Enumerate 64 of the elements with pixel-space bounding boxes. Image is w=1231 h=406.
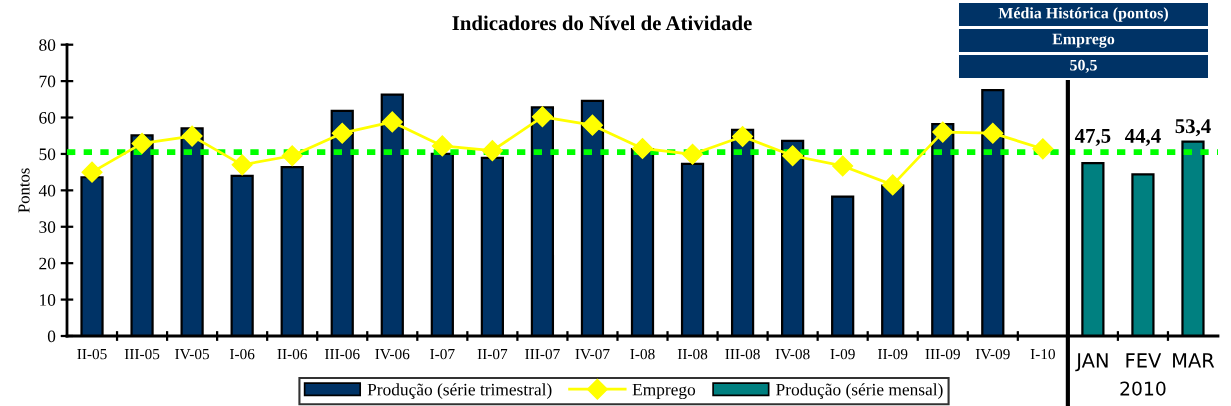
legend-label: Emprego — [632, 383, 696, 400]
point — [932, 121, 954, 143]
point — [732, 125, 754, 147]
point — [882, 174, 904, 196]
y-axis-title: Pontos — [18, 168, 30, 213]
x-tick-label: I-07 — [430, 348, 455, 360]
point — [331, 122, 353, 144]
data-label: 44,4 — [1124, 128, 1161, 146]
x-tick-label: II-05 — [77, 348, 107, 360]
x-tick-label: IV-05 — [175, 348, 210, 360]
point — [782, 145, 804, 167]
point — [982, 122, 1004, 144]
chart-title: Indicadores do Nível de Atividade — [452, 15, 752, 31]
x-tick-label: III-05 — [124, 348, 160, 360]
y-tick-label: 30 — [39, 221, 56, 233]
point — [281, 145, 303, 167]
legend-label: Produção (série mensal) — [776, 383, 943, 400]
y-tick-label: 20 — [39, 257, 56, 270]
point — [131, 132, 153, 154]
x-tick-label: II-07 — [477, 348, 508, 360]
x-tick-label: II-08 — [677, 348, 708, 360]
x-tick-label: IV-07 — [575, 348, 610, 360]
x-tick-label: IV-08 — [775, 348, 810, 360]
text: Média Histórica (pontos) — [998, 7, 1168, 22]
x-tick-label: I-08 — [630, 348, 655, 360]
y-tick-label: 50 — [39, 148, 56, 161]
y-tick-label: 0 — [47, 330, 56, 343]
data-label: 53,4 — [1175, 119, 1211, 137]
annotation: Emprego — [1052, 33, 1115, 48]
x-tick-label: III-06 — [324, 348, 360, 360]
x-tick-label: MAR — [1173, 353, 1215, 368]
x-tick-label: IV-09 — [975, 348, 1010, 360]
point — [181, 125, 203, 147]
legend-label: Produção (série trimestral) — [367, 383, 552, 400]
y-tick-label: 10 — [40, 294, 56, 306]
point — [381, 111, 403, 133]
point — [832, 155, 854, 177]
annotation: 50,5 — [1070, 59, 1097, 73]
point — [1032, 138, 1054, 160]
point — [81, 161, 103, 183]
point — [581, 114, 603, 136]
point — [682, 143, 704, 165]
text: 2010 — [1120, 381, 1166, 396]
y-tick-label: 80 — [39, 39, 56, 51]
data-label: 47,5 — [1074, 128, 1111, 146]
x-tick-label: II-06 — [277, 348, 308, 360]
x-tick-label: IV-06 — [375, 348, 410, 360]
x-tick-label: III-09 — [925, 348, 960, 360]
x-tick-label: FEV — [1126, 353, 1162, 368]
point — [231, 154, 253, 176]
y-tick-label: 40 — [38, 184, 56, 197]
y-tick-label: 70 — [39, 75, 56, 88]
x-tick-label: III-08 — [725, 348, 760, 360]
point — [531, 106, 553, 128]
x-tick-label: JAN — [1075, 353, 1108, 372]
point — [631, 137, 654, 159]
point — [431, 135, 453, 157]
y-tick-label: 60 — [39, 112, 56, 124]
x-tick-label: I-06 — [229, 348, 255, 360]
x-tick-label: II-09 — [878, 348, 908, 360]
x-tick-label: III-07 — [525, 348, 560, 360]
point — [481, 140, 503, 162]
x-tick-label: I-10 — [1030, 348, 1055, 360]
x-tick-label: I-09 — [830, 348, 855, 360]
